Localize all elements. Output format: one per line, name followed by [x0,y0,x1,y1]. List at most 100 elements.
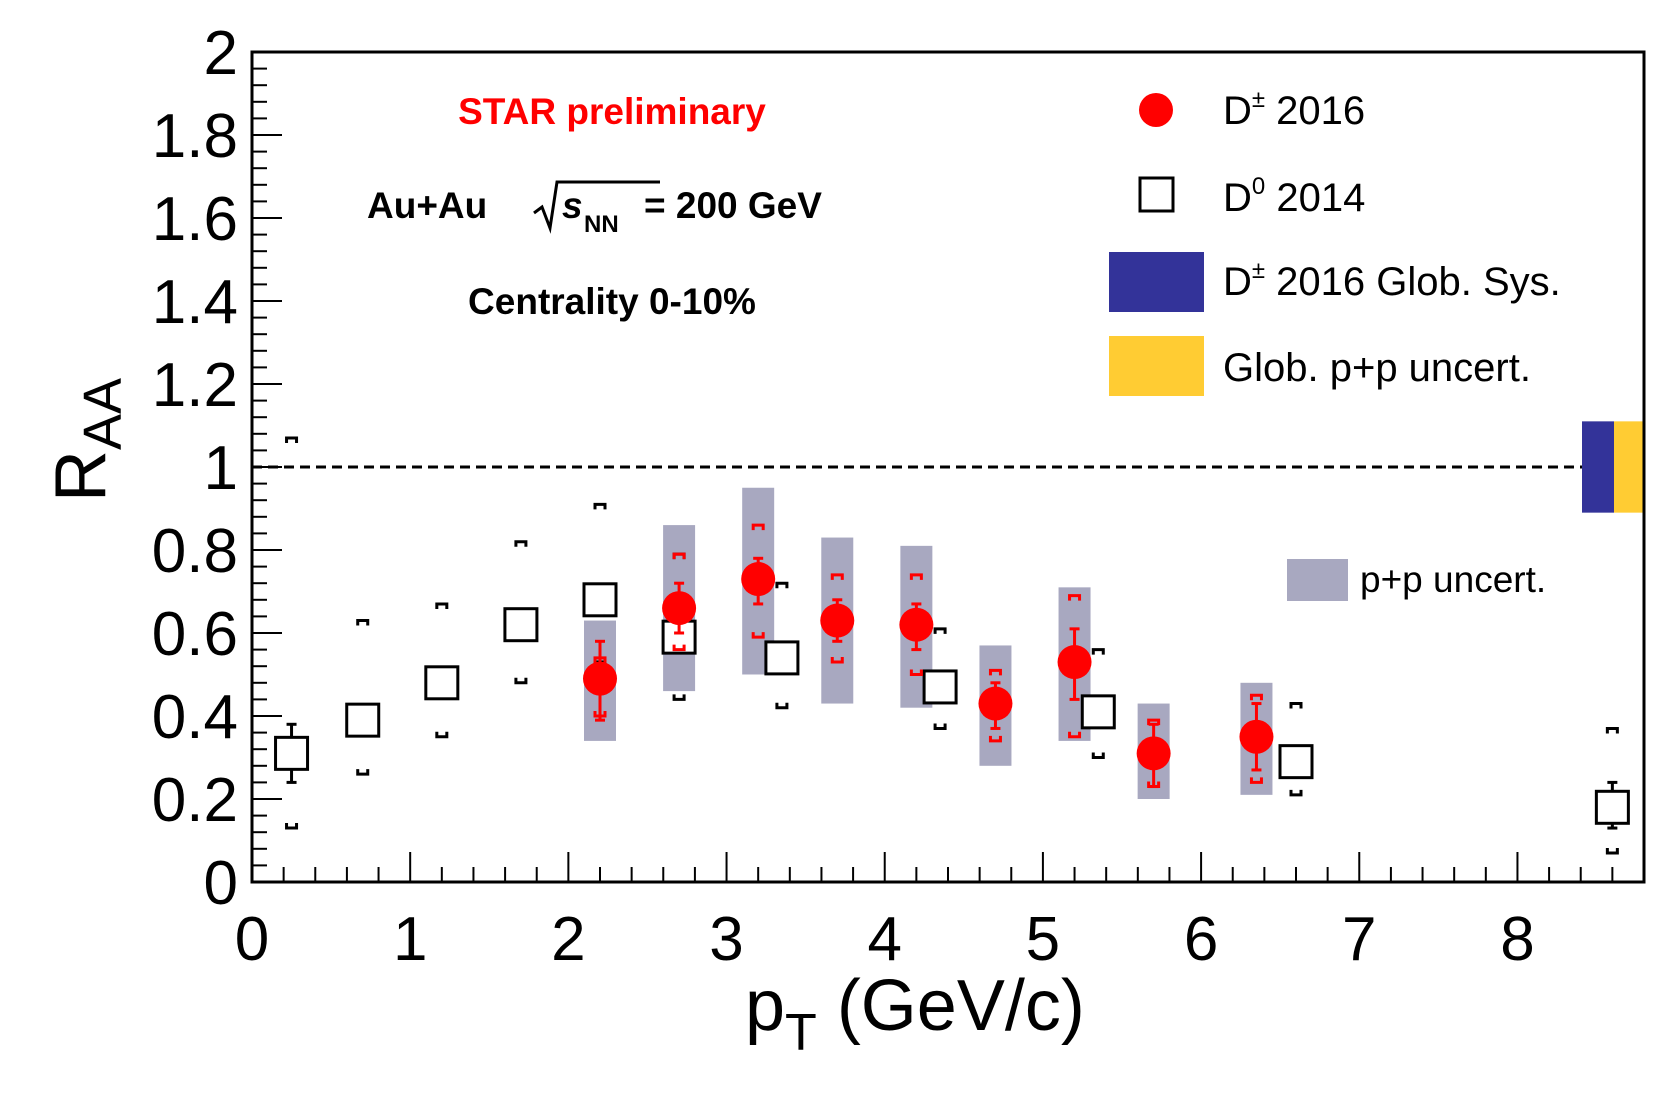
dzero-sys-bracket-0-lo [285,823,299,830]
x-tick-label: 2 [551,905,585,974]
dplus-marker-2 [741,562,776,597]
y-tick-label: 0.8 [152,517,238,586]
dplus-sys-bracket-1-hi [672,552,686,560]
dplus-sys-bracket-8-lo [1249,777,1263,784]
dzero-marker-10 [1594,789,1630,825]
legend-dplus-sup: ± [1252,86,1265,113]
y-tick-label: 0.6 [152,600,238,669]
system-s: s [562,185,583,226]
legend-dzero-sup: 0 [1252,173,1265,200]
dzero-marker-6 [764,640,800,676]
system-suffix: = 200 GeV [644,185,822,226]
dplus-sys-bracket-2-hi [751,523,765,531]
collision-system-label: Au+Au s NN = 200 GeV [367,180,822,238]
x-tick-label: 7 [1342,905,1376,974]
dzero-sys-bracket-0-hi [285,436,299,443]
x-tick-label: 3 [709,905,743,974]
x-tick-label: 5 [1026,905,1060,974]
dzero-sys-bracket-7-lo [933,723,947,730]
glob-sys-box [1582,421,1614,513]
dzero-sys-bracket-6-lo [775,702,789,710]
dplus-marker-5 [978,686,1013,721]
x-tick-label: 1 [393,905,427,974]
dzero-marker-1 [345,702,381,738]
y-axis-label-main: R [41,450,121,502]
dzero-sys-bracket-2-lo [435,731,449,739]
legend-dplus-rest: 2016 [1265,89,1365,133]
y-tick-label: 0.4 [152,683,238,752]
legend-dzero-marker [1138,176,1175,213]
dplus-sys-bracket-1-lo [672,644,686,652]
legend-dzero-base: D [1223,176,1252,220]
dzero-sys-bracket-9-lo [1289,789,1303,797]
legend-glob-sys-rest: 2016 Glob. Sys. [1265,260,1561,304]
dplus-sys-bracket-3-lo [830,657,844,664]
dzero-marker-8 [1080,694,1116,730]
dzero-sys-bracket-8-lo [1091,752,1105,759]
dzero-sys-bracket-2-hi [435,602,449,609]
axes: 0 1 2 3 4 5 6 7 8 0 0.2 0.4 0.6 0.8 1 1.2 1.4 1.6 1.8 2 [152,19,1646,974]
dzero-sys-bracket-3-lo [514,677,528,685]
dplus-sys-bracket-6-lo [1068,731,1082,739]
dplus-sys-bracket-3-hi [830,573,844,580]
glob-pp-box [1614,421,1644,513]
y-axis-label: RAA [41,378,133,502]
legend-dplus-marker [1139,93,1173,127]
dplus-sys-bracket-4-hi [909,573,923,580]
dplus-marker-4 [899,607,934,642]
legend-pp-uncert-swatch [1287,559,1348,601]
sqrt-sign-icon [533,180,660,234]
legend-dzero-rest: 2014 [1265,176,1365,220]
dzero-sys-bracket-5-lo [672,694,686,701]
centrality-label: Centrality 0-10% [468,281,756,322]
dzero-sys-bracket-7-hi [933,627,947,634]
legend: D± 2016 D0 2014 D± 2016 Glob. Sys. Glob.… [1109,86,1561,601]
x-axis-label-main: p [745,966,785,1046]
y-axis-label-sub: AA [73,378,133,450]
x-axis-label: pT (GeV/c) [745,966,1085,1062]
data-points [274,436,1630,855]
y-tick-label: 1.4 [152,268,238,337]
dzero-sys-bracket-1-lo [356,769,370,776]
y-tick-label: 1 [204,434,238,503]
dzero-sys-bracket-9-hi [1289,702,1303,709]
dplus-sys-bracket-5-hi [988,668,1002,676]
dplus-marker-3 [820,603,855,638]
dzero-marker-9 [1278,744,1314,780]
dplus-sys-bracket-2-lo [751,632,765,639]
dzero-sys-bracket-6-hi [775,581,789,589]
legend-glob-pp-swatch [1109,336,1204,396]
dplus-marker-6 [1057,645,1092,680]
x-tick-label: 4 [867,905,901,974]
dzero-sys-bracket-10-lo [1605,847,1619,855]
dplus-sys-bracket-7-hi [1147,718,1161,726]
dzero-marker-3 [503,607,539,643]
legend-glob-sys-label: D± 2016 Glob. Sys. [1223,257,1561,304]
y-tick-label: 1.6 [152,185,238,254]
dplus-marker-1 [662,591,697,626]
dzero-sys-bracket-3-hi [514,540,528,547]
dzero-marker-4 [582,582,618,618]
system-prefix: Au+Au [367,185,487,226]
legend-pp-uncert-label: p+p uncert. [1360,559,1546,600]
x-tick-label: 0 [235,905,269,974]
dplus-marker-7 [1136,736,1171,771]
dzero-sys-bracket-1-hi [356,619,370,626]
x-axis-label-rest: (GeV/c) [817,966,1085,1046]
legend-glob-sys-base: D [1223,260,1252,304]
legend-glob-sys-swatch [1109,252,1204,312]
dzero-marker-7 [922,669,958,705]
dzero-sys-bracket-4-hi [593,502,607,510]
y-tick-label: 2 [204,19,238,88]
legend-glob-sys-sup: ± [1252,257,1265,284]
dplus-marker-8 [1239,719,1274,754]
dzero-marker-2 [424,665,460,701]
dzero-sys-bracket-8-hi [1091,648,1105,655]
legend-dzero-label: D0 2014 [1223,173,1365,220]
dplus-sys-bracket-8-hi [1249,693,1263,701]
dplus-marker-0 [583,661,617,696]
dplus-sys-bracket-5-lo [988,735,1002,743]
global-uncertainty-boxes [1582,421,1644,513]
system-sub: NN [584,211,619,238]
